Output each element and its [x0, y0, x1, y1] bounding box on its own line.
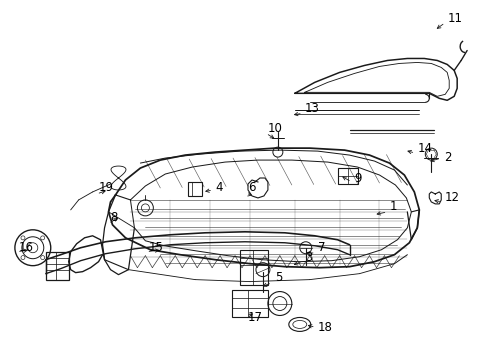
Text: 17: 17 [247, 311, 263, 324]
Text: 8: 8 [110, 211, 118, 224]
Text: 5: 5 [274, 271, 282, 284]
Text: 3: 3 [304, 251, 311, 264]
Text: 4: 4 [215, 181, 222, 194]
Text: 13: 13 [304, 102, 319, 115]
Text: 9: 9 [354, 171, 361, 185]
Text: 7: 7 [317, 241, 325, 254]
Text: 18: 18 [317, 321, 332, 334]
Text: 2: 2 [443, 150, 451, 163]
Text: 11: 11 [447, 12, 461, 25]
Text: 1: 1 [388, 201, 396, 213]
Text: 16: 16 [19, 241, 34, 254]
Text: 14: 14 [416, 141, 431, 155]
Text: 19: 19 [99, 181, 113, 194]
Text: 12: 12 [443, 192, 458, 204]
Text: 15: 15 [148, 241, 163, 254]
Text: 6: 6 [247, 181, 255, 194]
Text: 10: 10 [267, 122, 282, 135]
